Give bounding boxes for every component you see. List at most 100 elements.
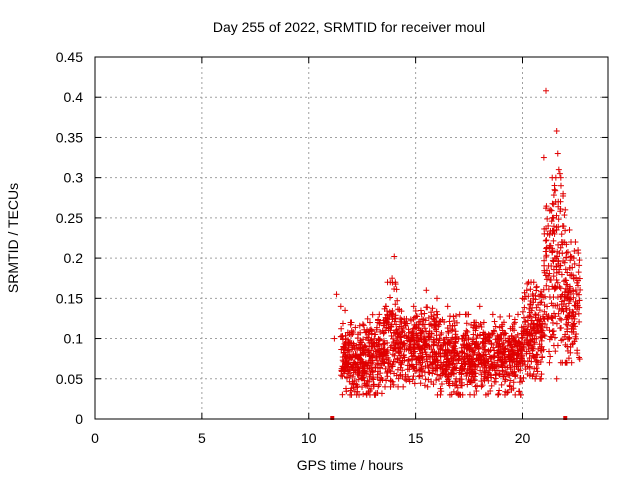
data-point [470, 347, 477, 354]
data-point [460, 342, 467, 349]
data-point [550, 192, 557, 199]
data-point [572, 333, 579, 340]
data-point [474, 341, 481, 348]
data-point [556, 283, 563, 290]
data-point [544, 230, 551, 237]
data-point [398, 316, 405, 323]
data-point [570, 288, 577, 295]
data-point [417, 307, 424, 314]
data-point [480, 319, 487, 326]
data-point [431, 316, 438, 323]
data-point [562, 341, 569, 348]
data-point [416, 373, 423, 380]
data-point [545, 262, 552, 269]
data-point [354, 388, 361, 395]
data-point [558, 316, 565, 323]
data-point [443, 353, 450, 360]
data-point [359, 360, 366, 367]
data-point [495, 370, 502, 377]
data-point [538, 299, 545, 306]
data-point [533, 312, 540, 319]
data-point [576, 356, 583, 363]
data-point [399, 367, 406, 374]
data-point [522, 366, 529, 373]
data-point [458, 366, 465, 373]
data-point [482, 362, 489, 369]
data-point [549, 200, 556, 207]
data-point [553, 375, 560, 382]
data-point [551, 334, 558, 341]
data-point [543, 282, 550, 289]
data-point [366, 378, 373, 385]
data-point [360, 347, 367, 354]
data-point [406, 376, 413, 383]
y-tick-label: 0 [75, 411, 83, 427]
data-point [501, 345, 508, 352]
data-point [487, 387, 494, 394]
data-point [343, 374, 350, 381]
data-point [428, 330, 435, 337]
data-point [445, 329, 452, 336]
data-point [400, 383, 407, 390]
data-point [543, 245, 550, 252]
data-point [550, 237, 557, 244]
data-point [494, 357, 501, 364]
y-axis-label: SRMTID / TECUs [5, 183, 21, 293]
y-tick-label: 0.05 [56, 371, 83, 387]
data-point [349, 373, 356, 380]
data-point [546, 336, 553, 343]
data-point [488, 354, 495, 361]
data-point [390, 358, 397, 365]
data-point [536, 307, 543, 314]
data-point [495, 354, 502, 361]
data-point [382, 316, 389, 323]
data-point [543, 252, 550, 259]
data-point [387, 368, 394, 375]
x-tick-label: 10 [301, 430, 317, 446]
data-point [530, 299, 537, 306]
data-point [426, 321, 433, 328]
data-point [389, 275, 396, 282]
data-point [510, 356, 517, 363]
data-point [574, 306, 581, 313]
data-point [529, 336, 536, 343]
data-point [419, 372, 426, 379]
data-point [452, 331, 459, 338]
data-point [351, 345, 358, 352]
data-point [361, 342, 368, 349]
data-point [360, 336, 367, 343]
data-point [550, 223, 557, 230]
data-point [547, 353, 554, 360]
data-point [535, 345, 542, 352]
data-point [566, 264, 573, 271]
data-point [353, 361, 360, 368]
data-point [421, 338, 428, 345]
data-point [520, 343, 527, 350]
data-point [554, 150, 561, 157]
data-point [399, 327, 406, 334]
data-point [506, 313, 513, 320]
data-point [360, 322, 367, 329]
data-point [385, 327, 392, 334]
data-point [564, 269, 571, 276]
data-point [434, 295, 440, 302]
data-point [401, 357, 408, 364]
data-point [550, 273, 557, 280]
data-point [379, 376, 386, 383]
data-point [415, 321, 422, 328]
data-point [391, 253, 398, 260]
data-point [350, 381, 357, 388]
data-point [472, 383, 479, 390]
data-point [445, 380, 452, 387]
data-point [542, 248, 549, 255]
data-point [381, 340, 388, 347]
data-point [348, 391, 355, 398]
data-point [491, 367, 498, 374]
data-point [543, 324, 550, 331]
data-point [456, 311, 463, 318]
data-point [495, 391, 502, 398]
data-point [367, 339, 374, 346]
data-point [337, 303, 344, 310]
data-point [523, 287, 530, 294]
data-point [437, 385, 444, 392]
